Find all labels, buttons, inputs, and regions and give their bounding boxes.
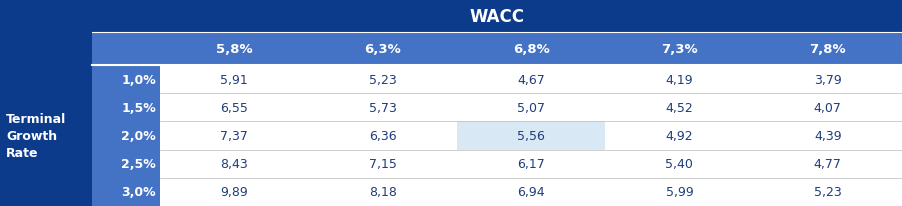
Bar xyxy=(456,122,605,150)
Text: 7,15: 7,15 xyxy=(369,157,397,170)
Text: 5,40: 5,40 xyxy=(666,157,694,170)
Text: 6,55: 6,55 xyxy=(220,101,248,114)
Text: 6,94: 6,94 xyxy=(517,185,545,198)
Text: 3,0%: 3,0% xyxy=(122,185,156,198)
Text: 1,5%: 1,5% xyxy=(121,101,156,114)
Text: 4,92: 4,92 xyxy=(666,129,694,142)
Text: 5,07: 5,07 xyxy=(517,101,545,114)
Text: 2,0%: 2,0% xyxy=(121,129,156,142)
Text: 7,37: 7,37 xyxy=(220,129,248,142)
Text: 5,99: 5,99 xyxy=(666,185,694,198)
Text: 5,23: 5,23 xyxy=(369,73,397,86)
Text: 6,36: 6,36 xyxy=(369,129,396,142)
Bar xyxy=(92,33,902,66)
Text: 6,3%: 6,3% xyxy=(364,43,401,56)
Text: 4,77: 4,77 xyxy=(814,157,842,170)
Text: Growth: Growth xyxy=(6,129,57,142)
Text: WACC: WACC xyxy=(470,7,524,25)
Text: 4,19: 4,19 xyxy=(666,73,694,86)
Text: 4,67: 4,67 xyxy=(517,73,545,86)
Text: 5,56: 5,56 xyxy=(517,129,545,142)
Text: 9,89: 9,89 xyxy=(220,185,248,198)
Bar xyxy=(160,66,902,206)
Text: Rate: Rate xyxy=(6,146,39,159)
Text: 5,23: 5,23 xyxy=(814,185,842,198)
Text: 4,39: 4,39 xyxy=(814,129,842,142)
Bar xyxy=(0,0,902,33)
Text: 8,43: 8,43 xyxy=(220,157,248,170)
Text: Terminal: Terminal xyxy=(6,112,66,125)
Text: 5,8%: 5,8% xyxy=(216,43,253,56)
Text: 7,3%: 7,3% xyxy=(661,43,698,56)
Text: 5,73: 5,73 xyxy=(369,101,397,114)
Text: 4,52: 4,52 xyxy=(666,101,694,114)
Text: 6,8%: 6,8% xyxy=(512,43,549,56)
Text: 8,18: 8,18 xyxy=(369,185,397,198)
Text: 1,0%: 1,0% xyxy=(121,73,156,86)
Text: 5,91: 5,91 xyxy=(220,73,248,86)
Bar xyxy=(92,66,160,206)
Text: 2,5%: 2,5% xyxy=(121,157,156,170)
Text: 7,8%: 7,8% xyxy=(809,43,846,56)
Bar xyxy=(0,0,92,206)
Text: 4,07: 4,07 xyxy=(814,101,842,114)
Text: 6,17: 6,17 xyxy=(517,157,545,170)
Text: 3,79: 3,79 xyxy=(814,73,842,86)
